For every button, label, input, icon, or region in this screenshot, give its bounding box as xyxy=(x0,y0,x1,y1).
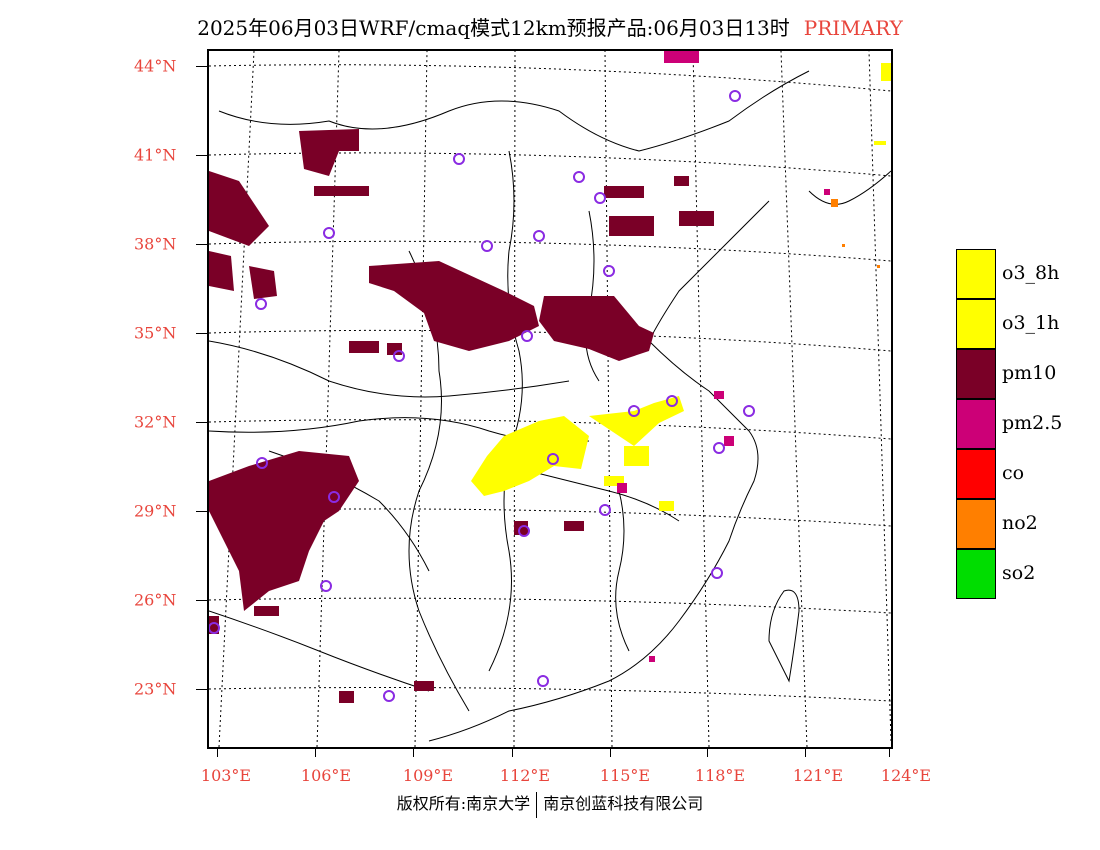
legend-item-pm10: pm10 xyxy=(956,349,1096,399)
legend-item-no2: no2 xyxy=(956,499,1096,549)
map-panel[interactable] xyxy=(207,49,893,749)
lon-label: 124°E xyxy=(880,766,932,785)
title-tag: PRIMARY xyxy=(803,16,903,40)
lon-label: 118°E xyxy=(694,766,746,785)
lat-tick xyxy=(196,422,207,423)
lon-tick xyxy=(217,749,218,757)
lon-label: 106°E xyxy=(300,766,352,785)
lat-label: 41°N xyxy=(134,145,177,165)
legend-swatch xyxy=(956,299,996,349)
pm10-areas xyxy=(209,129,714,703)
legend-item-o3-1h: o3_1h xyxy=(956,299,1096,349)
lon-tick xyxy=(610,749,611,757)
lon-label: 121°E xyxy=(792,766,844,785)
lon-tick xyxy=(315,749,316,757)
station-markers xyxy=(209,90,755,702)
lat-label: 23°N xyxy=(134,679,177,699)
lon-label: 109°E xyxy=(402,766,454,785)
legend-swatch xyxy=(956,249,996,299)
lon-tick xyxy=(707,749,708,757)
lat-label: 29°N xyxy=(134,501,177,521)
legend-label: o3_8h xyxy=(1002,262,1060,284)
lat-label: 44°N xyxy=(134,56,177,76)
lon-tick xyxy=(512,749,513,757)
legend-item-so2: so2 xyxy=(956,549,1096,599)
lat-label: 32°N xyxy=(134,412,177,432)
pollutant-legend: o3_8h o3_1h pm10 pm2.5 co no2 so2 xyxy=(956,249,1096,599)
lat-tick xyxy=(196,600,207,601)
legend-label: co xyxy=(1002,462,1025,484)
lon-tick xyxy=(413,749,414,757)
legend-label: pm2.5 xyxy=(1002,412,1063,434)
legend-swatch xyxy=(956,449,996,499)
lat-tick xyxy=(196,689,207,690)
legend-item-o3-8h: o3_8h xyxy=(956,249,1096,299)
copyright-footer: 版权所有:南京大学 南京创蓝科技有限公司 xyxy=(0,790,1100,818)
lon-label: 112°E xyxy=(499,766,551,785)
o3-areas xyxy=(471,63,891,511)
lon-label: 115°E xyxy=(599,766,651,785)
pm25-areas xyxy=(617,51,830,662)
map-canvas xyxy=(209,51,891,747)
lat-tick xyxy=(196,66,207,67)
lat-label: 35°N xyxy=(134,323,177,343)
lon-tick xyxy=(889,749,890,757)
boundaries xyxy=(209,70,891,742)
copyright-right: 南京创蓝科技有限公司 xyxy=(543,794,704,813)
legend-label: o3_1h xyxy=(1002,312,1060,334)
title-text: 2025年06月03日WRF/cmaq模式12km预报产品:06月03日13时 xyxy=(197,16,790,40)
legend-swatch xyxy=(956,399,996,449)
legend-swatch xyxy=(956,499,996,549)
lat-label: 38°N xyxy=(134,234,177,254)
lat-label: 26°N xyxy=(134,590,177,610)
lat-tick xyxy=(196,155,207,156)
no2-areas xyxy=(831,199,880,268)
legend-item-pm25: pm2.5 xyxy=(956,399,1096,449)
legend-swatch xyxy=(956,549,996,599)
lat-tick xyxy=(196,511,207,512)
lat-tick xyxy=(196,333,207,334)
legend-swatch xyxy=(956,349,996,399)
lon-tick xyxy=(805,749,806,757)
lon-label: 103°E xyxy=(200,766,252,785)
copyright-divider xyxy=(536,791,538,818)
map-title: 2025年06月03日WRF/cmaq模式12km预报产品:06月03日13时 P… xyxy=(0,12,1100,41)
copyright-left: 版权所有:南京大学 xyxy=(396,794,531,813)
legend-label: no2 xyxy=(1002,512,1038,534)
legend-label: pm10 xyxy=(1002,362,1057,384)
lat-tick xyxy=(196,244,207,245)
legend-item-co: co xyxy=(956,449,1096,499)
legend-label: so2 xyxy=(1002,562,1036,584)
